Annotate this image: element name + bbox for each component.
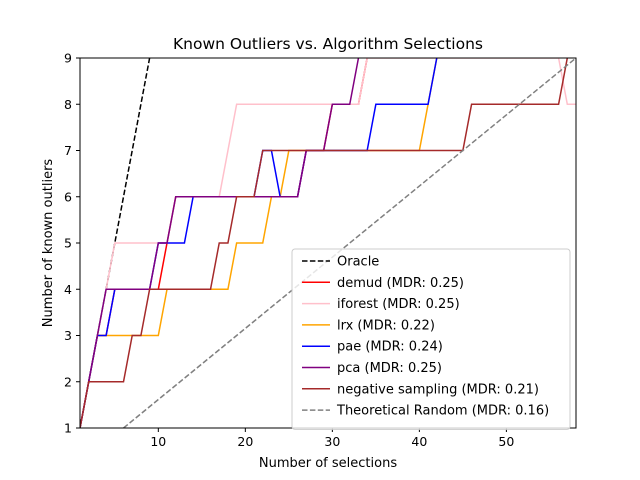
series-line-6 [80, 58, 569, 428]
y-tick-label: 2 [64, 374, 72, 389]
y-tick-label: 1 [64, 421, 72, 436]
x-tick-label: 20 [237, 434, 253, 449]
series-line-7 [123, 58, 576, 428]
series-line-5 [80, 58, 360, 428]
x-tick-label: 50 [498, 434, 514, 449]
y-tick-label: 3 [64, 328, 72, 343]
axes: 10 20 30 40 50 1 2 3 4 5 6 7 8 9 [64, 51, 577, 449]
chart-title: Known Outliers vs. Algorithm Selections [173, 35, 483, 53]
legend-label-6: negative sampling (MDR: 0.21) [337, 382, 539, 397]
legend-box [291, 248, 571, 430]
y-tick-label: 9 [64, 51, 72, 66]
y-tick-label: 4 [64, 282, 72, 297]
plot-area [80, 58, 576, 428]
y-tick-label: 7 [64, 143, 72, 158]
x-tick-label: 10 [150, 434, 166, 449]
x-tick-label: 30 [324, 434, 340, 449]
x-tick-label: 40 [411, 434, 427, 449]
y-axis-label: Number of known outliers [41, 159, 56, 328]
legend-label-5: pca (MDR: 0.25) [337, 361, 442, 376]
y-tick-label: 8 [64, 97, 72, 112]
legend-label-7: Theoretical Random (MDR: 0.16) [336, 404, 549, 419]
legend-label-4: pae (MDR: 0.24) [337, 340, 443, 355]
y-tick-label: 6 [64, 189, 72, 204]
y-tick-label: 5 [64, 236, 72, 251]
legend-label-0: Oracle [337, 255, 379, 270]
legend-label-2: iforest (MDR: 0.25) [337, 297, 460, 312]
x-axis-label: Number of selections [259, 456, 397, 471]
legend-label-3: lrx (MDR: 0.22) [337, 318, 435, 333]
legend: Oracle demud (MDR: 0.25) iforest (MDR: 0.2… [291, 248, 571, 430]
legend-label-1: demud (MDR: 0.25) [337, 276, 464, 291]
